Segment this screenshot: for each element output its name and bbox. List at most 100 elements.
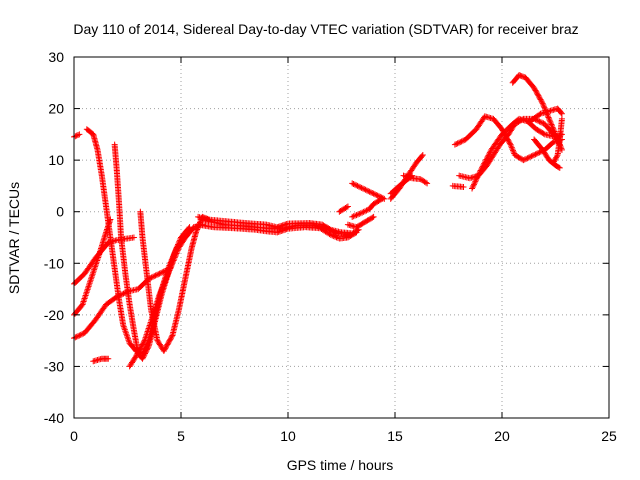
data-point <box>138 344 145 351</box>
data-point <box>509 146 516 153</box>
data-point <box>373 191 380 198</box>
data-point <box>533 88 540 95</box>
data-point <box>84 286 91 293</box>
series-arc-16 <box>336 203 351 215</box>
data-point <box>327 227 334 234</box>
data-point <box>135 347 142 354</box>
data-point <box>548 121 555 128</box>
data-point <box>558 110 565 117</box>
data-point <box>149 273 156 280</box>
data-point <box>174 247 181 254</box>
data-point <box>83 290 90 297</box>
data-point <box>173 250 180 257</box>
data-point <box>90 269 97 276</box>
data-point <box>169 260 176 267</box>
data-point <box>163 274 170 281</box>
data-point <box>479 163 486 170</box>
data-point <box>379 195 386 202</box>
data-point <box>479 164 486 171</box>
y-tick-label: 20 <box>48 101 64 117</box>
data-point <box>175 246 182 253</box>
data-point <box>476 168 483 175</box>
data-point <box>136 346 143 353</box>
data-point <box>527 153 534 160</box>
series-arc-17 <box>349 180 388 202</box>
data-point <box>538 99 545 106</box>
data-point <box>73 333 80 340</box>
x-tick-label: 5 <box>177 428 185 444</box>
data-point <box>422 179 429 186</box>
data-point <box>531 84 538 91</box>
data-point <box>531 151 538 158</box>
data-point <box>151 273 158 280</box>
data-point <box>558 146 565 153</box>
data-point <box>486 150 493 157</box>
data-point <box>343 204 350 211</box>
data-point <box>170 257 177 264</box>
data-point <box>72 334 79 341</box>
data-point <box>516 72 523 79</box>
data-point <box>518 73 525 80</box>
data-point <box>160 281 167 288</box>
data-point <box>453 141 460 148</box>
data-point <box>362 186 369 193</box>
data-point <box>84 287 91 294</box>
data-point <box>351 181 358 188</box>
data-point <box>359 185 366 192</box>
data-point <box>370 213 377 220</box>
data-point <box>381 195 388 202</box>
data-point <box>460 183 467 190</box>
chart-title: Day 110 of 2014, Sidereal Day-to-day VTE… <box>73 21 578 37</box>
data-point <box>331 229 338 236</box>
data-point <box>332 233 339 240</box>
data-point <box>551 128 558 135</box>
data-point <box>451 141 458 148</box>
data-point <box>365 188 372 195</box>
data-point <box>77 331 84 338</box>
data-point <box>172 253 179 260</box>
data-point <box>551 158 558 165</box>
data-point <box>506 139 513 146</box>
data-point <box>347 231 354 238</box>
data-point <box>75 333 82 340</box>
data-point <box>538 97 545 104</box>
series-arc-21 <box>449 182 467 190</box>
data-point <box>536 93 543 100</box>
grid-lines <box>74 57 609 418</box>
data-point <box>168 263 175 270</box>
data-point <box>79 331 86 338</box>
data-point <box>508 143 515 150</box>
data-point <box>558 109 565 116</box>
data-point <box>76 131 83 138</box>
series-arc-27 <box>531 136 563 171</box>
data-point <box>545 114 552 121</box>
data-point <box>89 271 96 278</box>
data-point <box>163 342 170 349</box>
data-point <box>525 154 532 161</box>
data-point <box>469 184 476 191</box>
data-point <box>555 164 562 171</box>
data-point <box>161 278 168 285</box>
data-point <box>133 351 140 358</box>
series-arc-14 <box>344 213 377 231</box>
data-point <box>371 191 378 198</box>
data-point <box>88 275 95 282</box>
data-point <box>162 345 169 352</box>
data-point <box>165 270 172 277</box>
data-point <box>161 279 168 286</box>
data-point <box>474 173 481 180</box>
data-point <box>163 275 170 282</box>
data-point <box>174 249 181 256</box>
data-point <box>157 288 164 295</box>
data-point <box>360 208 367 215</box>
series-arc-25 <box>509 72 565 153</box>
data-point <box>135 349 142 356</box>
data-point <box>419 151 426 158</box>
data-point <box>546 115 553 122</box>
data-point <box>349 213 356 220</box>
data-point <box>119 291 126 298</box>
x-tick-label: 25 <box>601 428 617 444</box>
data-point <box>78 302 85 309</box>
data-point <box>153 271 160 278</box>
y-tick-label: -10 <box>44 255 64 271</box>
